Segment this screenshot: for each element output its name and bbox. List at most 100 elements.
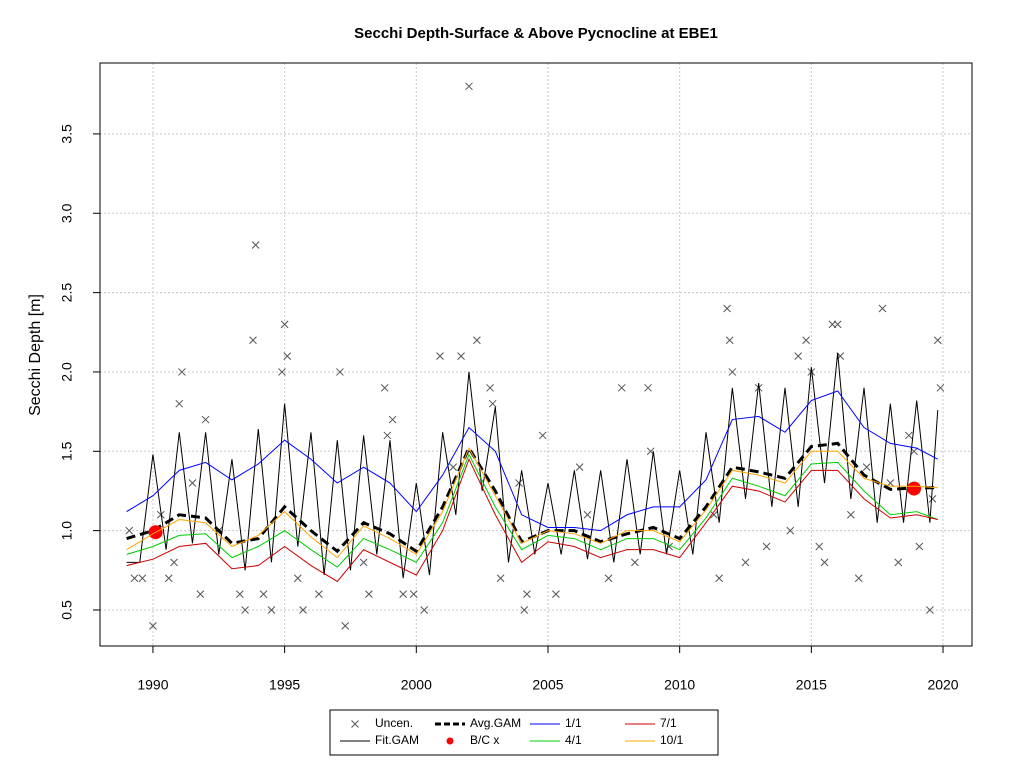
plot-frame (99, 62, 973, 647)
data-point (149, 621, 157, 630)
data-point (907, 481, 922, 496)
y-tick-label: 3.0 (59, 203, 75, 223)
data-point (188, 479, 197, 487)
y-tick-label: 2.5 (59, 283, 75, 303)
data-point (523, 590, 531, 598)
data-point (710, 510, 718, 519)
data-point (878, 304, 887, 313)
series-line (126, 390, 938, 532)
y-axis-title: Secchi Depth [m] (27, 294, 44, 416)
legend: Uncen. Fit.GAM Avg.GAM B/C x 1/1 4/1 7/1 10/1 (329, 709, 719, 756)
data-point (299, 606, 307, 614)
data-point (741, 558, 750, 567)
data-point (196, 590, 205, 598)
data-point (164, 574, 173, 583)
data-point (280, 320, 289, 329)
data-point (201, 415, 210, 424)
y-tick-label: 0.5 (59, 600, 75, 620)
x-tick-label: 2005 (532, 677, 563, 693)
data-point (267, 606, 276, 614)
y-tick-label: 3.5 (59, 124, 75, 144)
data-point (520, 606, 529, 614)
series-line (126, 441, 938, 554)
data-point (904, 431, 913, 440)
data-point (175, 399, 184, 408)
data-point (388, 415, 397, 424)
data-point (138, 574, 147, 583)
series-line (126, 453, 938, 568)
data-point (125, 526, 134, 535)
data-point (249, 336, 257, 345)
data-point (465, 82, 473, 91)
data-point (178, 368, 186, 376)
x-tick-label: 1990 (137, 677, 168, 693)
data-point (486, 383, 494, 392)
data-point (436, 352, 444, 360)
data-point (575, 463, 584, 472)
data-point (399, 590, 407, 598)
x-tick-label: 1995 (269, 677, 300, 693)
data-point (383, 431, 392, 440)
data-point (833, 320, 842, 329)
data-point (617, 383, 626, 392)
legend-label: 10/1 (660, 733, 684, 747)
data-point (854, 574, 863, 583)
data-point (846, 510, 855, 519)
data-point (928, 495, 937, 503)
legend-swatch (446, 737, 454, 745)
data-point (278, 368, 286, 376)
data-point (802, 336, 810, 345)
data-point (241, 606, 249, 614)
data-point (538, 431, 547, 440)
x-tick-label: 2010 (664, 677, 695, 693)
data-point (754, 383, 763, 392)
legend-label: Avg.GAM (470, 716, 521, 730)
legend-box (329, 709, 719, 756)
legend-label: 7/1 (660, 716, 677, 730)
data-point (604, 574, 613, 583)
legend-swatch (351, 720, 359, 728)
data-point (725, 336, 734, 345)
data-point (894, 558, 903, 567)
data-point (341, 621, 350, 630)
data-point (457, 352, 465, 360)
data-point (259, 590, 268, 598)
data-point (794, 352, 803, 360)
data-point (552, 590, 560, 598)
data-point (130, 574, 139, 583)
data-point (235, 590, 244, 598)
data-point (315, 590, 323, 598)
data-point (488, 399, 497, 408)
y-tick-label: 2.0 (59, 362, 75, 382)
series-line (126, 457, 938, 583)
data-point (365, 590, 373, 598)
data-point (820, 558, 829, 567)
data-point (336, 368, 344, 376)
data-point (420, 606, 429, 614)
data-point (409, 590, 418, 598)
data-point (644, 383, 652, 392)
data-point (631, 558, 639, 567)
data-point (915, 542, 924, 551)
y-tick-label: 1.0 (59, 521, 75, 541)
data-point (359, 558, 368, 567)
data-point (715, 574, 724, 583)
data-point (449, 463, 458, 472)
x-tick-label: 2000 (401, 677, 432, 693)
data-point (723, 304, 731, 313)
plot-area (100, 63, 972, 646)
chart-title: Secchi Depth-Surface & Above Pycnocline … (354, 25, 718, 42)
data-point (862, 463, 871, 472)
series-line (126, 446, 938, 559)
x-tick-label: 2020 (927, 677, 958, 693)
legend-label: B/C x (470, 733, 499, 747)
data-point (583, 510, 592, 519)
y-tick-label: 1.5 (59, 441, 75, 461)
series-line (126, 352, 939, 579)
data-point (283, 352, 292, 360)
data-point (380, 383, 389, 392)
data-point (815, 542, 824, 551)
legend-label: Uncen. (375, 716, 413, 730)
legend-label: 1/1 (565, 716, 582, 730)
